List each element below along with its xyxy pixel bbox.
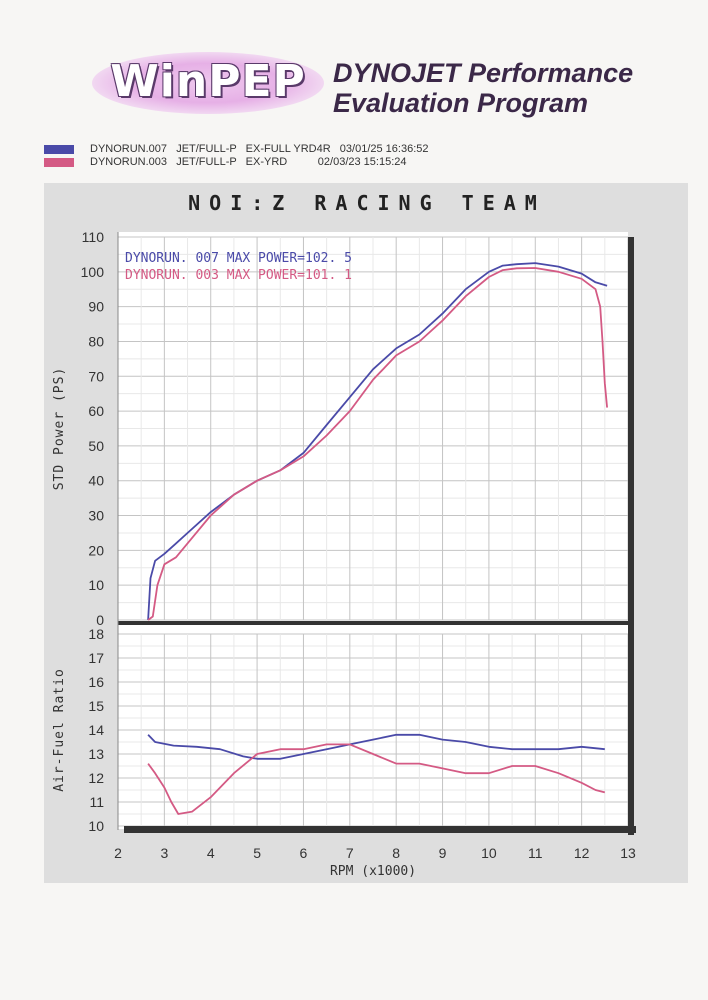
y-tick-label: 20 bbox=[88, 542, 104, 558]
y-tick-label: 10 bbox=[88, 577, 104, 593]
frame-right-edge bbox=[628, 237, 634, 835]
run-label-2: DYNORUN.003 JET/FULL-P EX-YRD 02/03/23 1… bbox=[90, 156, 407, 168]
series-line-afr-007 bbox=[147, 733, 605, 760]
run-swatch-1 bbox=[44, 145, 74, 154]
run-legend-row-2: DYNORUN.003 JET/FULL-P EX-YRD 02/03/23 1… bbox=[44, 156, 407, 170]
y-tick-label: 50 bbox=[88, 438, 104, 454]
series-line-afr-003 bbox=[147, 743, 606, 815]
max-power-annotation-2: DYNORUN. 003 MAX POWER=101. 1 bbox=[125, 268, 352, 283]
y-tick-label: 90 bbox=[88, 299, 104, 315]
chart-title: NOI:Z RACING TEAM bbox=[188, 191, 546, 215]
app-title: DYNOJET Performance Evaluation Program bbox=[333, 58, 633, 118]
max-power-annotation-1: DYNORUN. 007 MAX POWER=102. 5 bbox=[125, 251, 352, 266]
app-title-line2: Evaluation Program bbox=[333, 88, 589, 118]
x-tick-label: 6 bbox=[300, 845, 308, 861]
x-tick-label: 4 bbox=[207, 845, 215, 861]
y-tick-label: 16 bbox=[88, 674, 104, 690]
frame-bottom-edge bbox=[124, 826, 636, 833]
y-axis-label: STD Power (PS) bbox=[52, 367, 67, 491]
panel-divider bbox=[118, 621, 628, 625]
series-line-power-007 bbox=[147, 262, 608, 621]
y-tick-label: 14 bbox=[88, 722, 104, 738]
y-tick-label: 40 bbox=[88, 473, 104, 489]
run-label-1: DYNORUN.007 JET/FULL-P EX-FULL YRD4R 03/… bbox=[90, 143, 429, 155]
app-title-line1: DYNOJET Performance bbox=[333, 58, 634, 88]
y-tick-label: 18 bbox=[88, 626, 104, 642]
winpep-logo: WinPEP bbox=[92, 52, 324, 114]
y-tick-label: 80 bbox=[88, 333, 104, 349]
logo-text: WinPEP bbox=[110, 56, 306, 107]
x-tick-label: 5 bbox=[253, 845, 261, 861]
y-tick-label: 11 bbox=[89, 794, 104, 810]
run-swatch-2 bbox=[44, 158, 74, 167]
y-tick-label: 60 bbox=[88, 403, 104, 419]
y-tick-label: 17 bbox=[88, 650, 104, 666]
x-axis-label: RPM (x1000) bbox=[330, 864, 416, 879]
y-tick-label: 70 bbox=[88, 368, 104, 384]
x-tick-label: 9 bbox=[439, 845, 447, 861]
series-line-power-003 bbox=[147, 267, 608, 621]
y-tick-label: 30 bbox=[88, 508, 104, 524]
x-tick-label: 11 bbox=[528, 845, 543, 861]
y-tick-label: 13 bbox=[88, 746, 104, 762]
x-tick-label: 2 bbox=[114, 845, 122, 861]
y-tick-label: 100 bbox=[81, 264, 105, 280]
y-tick-label: 12 bbox=[88, 770, 104, 786]
x-tick-label: 7 bbox=[346, 845, 354, 861]
x-tick-label: 13 bbox=[620, 845, 636, 861]
x-tick-label: 8 bbox=[392, 845, 400, 861]
y-tick-label: 110 bbox=[82, 229, 105, 245]
run-legend-row-1: DYNORUN.007 JET/FULL-P EX-FULL YRD4R 03/… bbox=[44, 143, 429, 157]
y-tick-label: 0 bbox=[96, 612, 104, 628]
y-axis-label: Air-Fuel Ratio bbox=[52, 668, 67, 792]
x-tick-label: 10 bbox=[481, 845, 497, 861]
x-tick-label: 3 bbox=[160, 845, 168, 861]
y-tick-label: 10 bbox=[88, 818, 104, 834]
y-tick-label: 15 bbox=[88, 698, 104, 714]
x-tick-label: 12 bbox=[574, 845, 590, 861]
